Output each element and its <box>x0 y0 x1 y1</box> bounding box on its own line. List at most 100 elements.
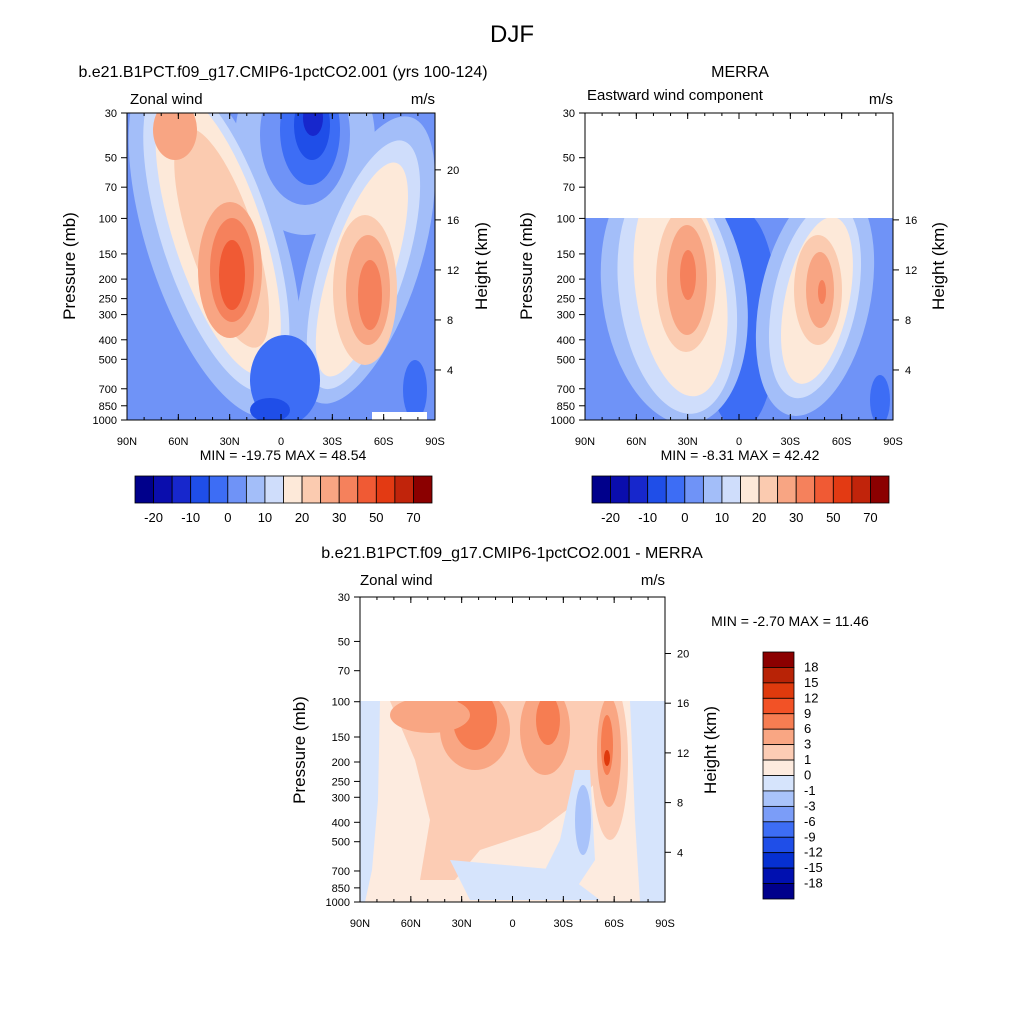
colorbar-label: 0 <box>804 768 811 783</box>
panel-model: b.e21.B1PCT.f09_g17.CMIP6-1pctCO2.001 (y… <box>60 64 491 525</box>
colorbar-swatch <box>762 667 795 684</box>
colorbar-swatch <box>283 475 303 504</box>
panel-model-colorbar: -20 -10 0 10 20 30 50 70 <box>134 475 433 525</box>
panel-merra-ylabel-right: Height (km) <box>929 222 948 310</box>
colorbar-swatch <box>814 475 834 504</box>
y-tick-label: 1000 <box>93 415 117 427</box>
colorbar-label: -20 <box>144 510 163 525</box>
y-right-tick-label: 4 <box>677 847 683 859</box>
y-tick-label: 30 <box>563 108 575 120</box>
y-tick-label: 850 <box>99 401 117 413</box>
y-tick-label: 50 <box>563 153 575 165</box>
colorbar-label: -10 <box>638 510 657 525</box>
y-tick-label: 100 <box>332 697 350 709</box>
panel-merra-left-label: Eastward wind component <box>587 87 764 104</box>
y-tick-label: 200 <box>557 274 575 286</box>
y-tick-label: 300 <box>332 792 350 804</box>
y-tick-label: 50 <box>105 153 117 165</box>
colorbar-swatch <box>628 475 649 504</box>
x-tick-label: 60N <box>626 436 646 448</box>
x-tick-label: 90N <box>350 918 370 930</box>
colorbar-label: 50 <box>369 510 383 525</box>
panel-merra-ylabel: Pressure (mb) <box>517 212 536 320</box>
colorbar-label: 20 <box>295 510 309 525</box>
panel-model-left-label: Zonal wind <box>130 91 203 108</box>
colorbar-label: 20 <box>752 510 766 525</box>
y-right-tick-label: 4 <box>905 365 911 377</box>
colorbar-swatch <box>762 759 795 776</box>
x-tick-label: 0 <box>509 918 515 930</box>
colorbar-label: 18 <box>804 659 818 674</box>
colorbar-swatch <box>762 775 795 792</box>
colorbar-label: -10 <box>181 510 200 525</box>
y-tick-label: 850 <box>332 883 350 895</box>
colorbar-swatch <box>375 475 396 504</box>
colorbar-swatch <box>591 475 611 504</box>
panel-model-ylabel: Pressure (mb) <box>60 212 79 320</box>
colorbar-swatch <box>762 744 795 761</box>
colorbar-swatch <box>721 475 741 504</box>
colorbar-swatch <box>264 475 284 504</box>
y-tick-label: 30 <box>105 108 117 120</box>
colorbar-swatch <box>338 475 359 504</box>
colorbar-swatch <box>762 790 795 807</box>
y-tick-label: 150 <box>99 249 117 261</box>
colorbar-label: 50 <box>826 510 840 525</box>
panel-merra-title: MERRA <box>711 64 769 81</box>
x-tick-label: 90N <box>575 436 595 448</box>
colorbar-label: -3 <box>804 798 816 813</box>
panel-model-units: m/s <box>411 91 435 108</box>
y-tick-label: 30 <box>338 592 350 604</box>
y-tick-label: 400 <box>557 335 575 347</box>
y-tick-label: 500 <box>332 837 350 849</box>
x-tick-label: 90S <box>883 436 903 448</box>
y-tick-label: 850 <box>557 401 575 413</box>
colorbar-label: 70 <box>406 510 420 525</box>
colorbar-swatch <box>851 475 871 504</box>
y-tick-label: 300 <box>99 310 117 322</box>
panel-model-title: b.e21.B1PCT.f09_g17.CMIP6-1pctCO2.001 (y… <box>78 64 487 81</box>
colorbar-label: -18 <box>804 876 823 891</box>
colorbar-swatch <box>762 836 795 854</box>
y-right-tick-label: 12 <box>677 748 689 760</box>
y-tick-label: 150 <box>332 732 350 744</box>
colorbar-swatch <box>762 867 795 884</box>
y-tick-label: 250 <box>332 776 350 788</box>
colorbar-swatch <box>740 475 760 504</box>
colorbar-swatch <box>190 475 210 504</box>
colorbar-label: 1 <box>804 752 811 767</box>
colorbar-label: -1 <box>804 783 816 798</box>
panel-diff-axes: 90N 60N 30N 0 30S 60S 90S 30 50 70 100 150 200 250 300… <box>326 592 690 930</box>
y-tick-label: 700 <box>99 384 117 396</box>
x-tick-label: 0 <box>736 436 742 448</box>
y-tick-label: 700 <box>332 866 350 878</box>
colorbar-label: 30 <box>789 510 803 525</box>
colorbar-label: 10 <box>258 510 272 525</box>
x-tick-label: 60S <box>604 918 624 930</box>
colorbar-label: -15 <box>804 860 823 875</box>
colorbar-label: 12 <box>804 690 818 705</box>
x-tick-label: 90S <box>425 436 445 448</box>
y-right-tick-label: 12 <box>447 265 459 277</box>
colorbar-swatch <box>702 475 723 504</box>
colorbar-swatch <box>153 475 173 504</box>
y-right-tick-label: 8 <box>905 315 911 327</box>
colorbar-label: -20 <box>601 510 620 525</box>
y-right-tick-label: 20 <box>447 165 459 177</box>
colorbar-label: -9 <box>804 829 816 844</box>
y-tick-label: 70 <box>338 666 350 678</box>
colorbar-swatch <box>301 475 322 504</box>
y-right-tick-label: 12 <box>905 265 917 277</box>
y-tick-label: 250 <box>99 294 117 306</box>
y-tick-label: 500 <box>557 354 575 366</box>
colorbar-swatch <box>394 475 414 504</box>
x-tick-label: 30N <box>678 436 698 448</box>
y-tick-label: 250 <box>557 294 575 306</box>
y-tick-label: 70 <box>563 182 575 194</box>
colorbar-swatch <box>762 682 795 699</box>
panel-merra-colorbar: -20 -10 0 10 20 30 50 70 <box>591 475 890 525</box>
x-tick-label: 90S <box>655 918 675 930</box>
x-tick-label: 30N <box>452 918 472 930</box>
